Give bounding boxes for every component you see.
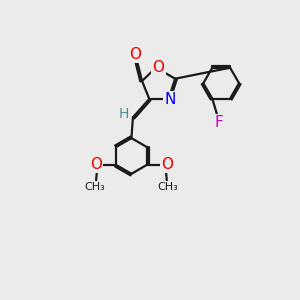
Text: N: N <box>164 92 176 107</box>
Text: CH₃: CH₃ <box>158 182 178 192</box>
Text: O: O <box>161 157 173 172</box>
Text: O: O <box>90 157 102 172</box>
Text: O: O <box>152 59 164 74</box>
Text: O: O <box>129 47 141 62</box>
Text: CH₃: CH₃ <box>85 182 105 192</box>
Text: F: F <box>215 115 224 130</box>
Text: H: H <box>119 107 129 122</box>
